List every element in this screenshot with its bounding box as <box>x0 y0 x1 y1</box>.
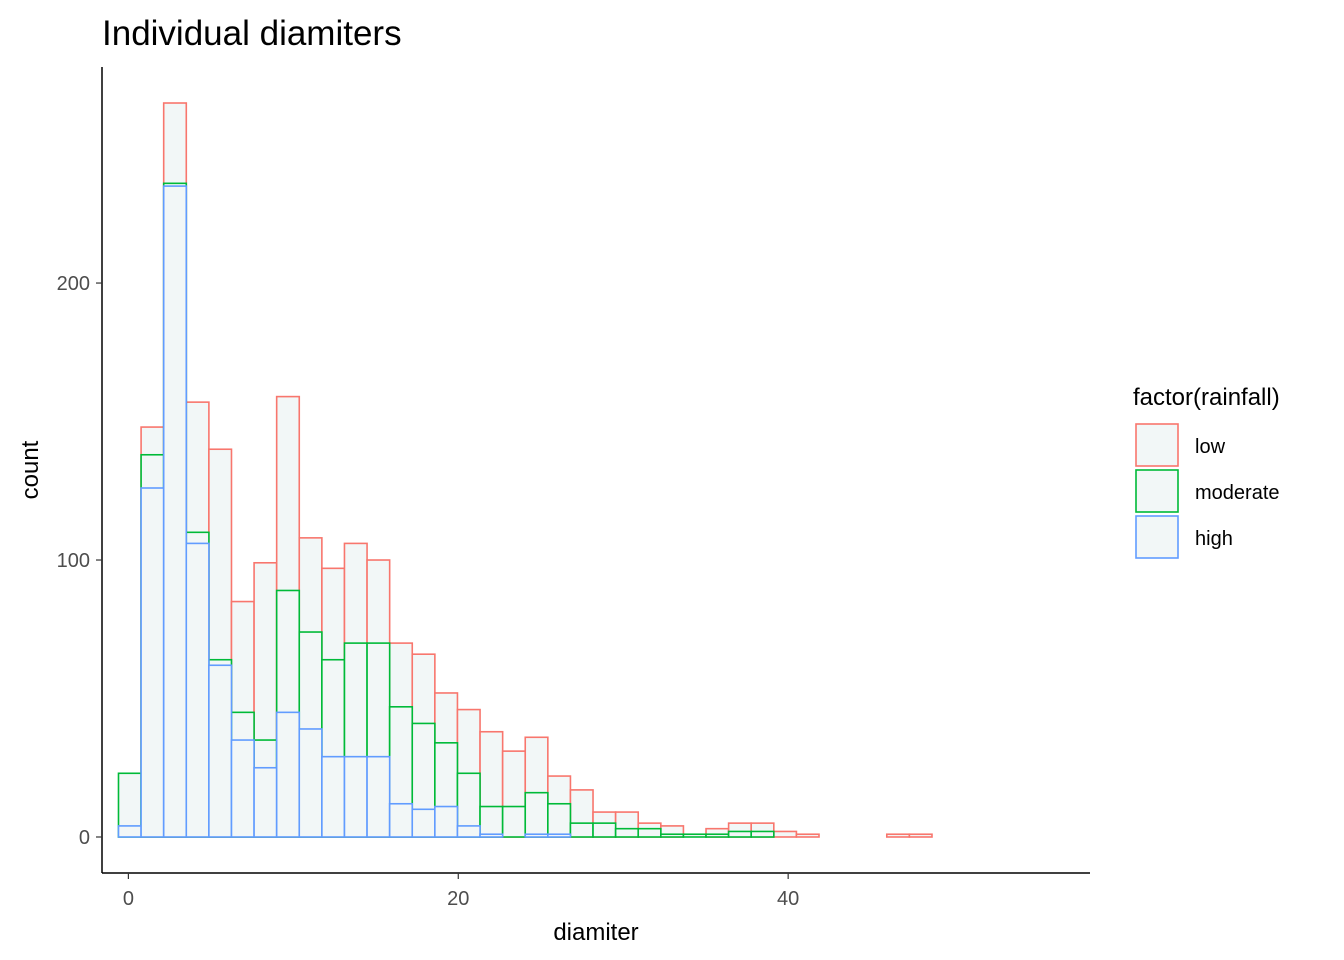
bar-high <box>524 833 549 838</box>
bar-moderate <box>524 791 549 838</box>
y-tick-label: 100 <box>57 550 90 572</box>
y-tick-label: 0 <box>79 827 90 849</box>
bar-high <box>547 833 572 838</box>
bar-moderate <box>592 822 617 838</box>
ticks-layer: 0 100 200 0 20 40 <box>57 273 800 910</box>
bar-high <box>456 825 481 838</box>
bar-high <box>230 739 255 838</box>
bar-moderate <box>750 830 775 838</box>
bar-moderate <box>727 830 753 838</box>
bar-high <box>208 664 233 838</box>
bar-high <box>479 833 504 838</box>
bar-moderate <box>660 833 685 838</box>
legend-key-moderate <box>1135 469 1179 513</box>
legend-label-high: high <box>1195 528 1233 550</box>
bar-low <box>773 830 798 838</box>
bar-high <box>388 802 414 838</box>
legend-key-high <box>1135 515 1179 559</box>
bar-high <box>185 542 210 838</box>
bar-high <box>366 755 391 838</box>
bar-high <box>140 487 165 838</box>
bar-high <box>321 755 346 838</box>
bar-high <box>411 808 436 838</box>
bar-high <box>343 755 368 838</box>
legend: low moderate high <box>1135 423 1280 559</box>
legend-title: factor(rainfall) <box>1133 384 1280 411</box>
bar-moderate <box>614 827 640 838</box>
bar-high <box>434 805 459 838</box>
bar-moderate <box>705 833 730 838</box>
bar-moderate <box>479 805 504 838</box>
x-tick-label: 40 <box>777 888 799 910</box>
y-tick-label: 200 <box>57 273 90 295</box>
bar-high <box>162 185 188 838</box>
bar-low <box>885 833 911 838</box>
x-tick-label: 0 <box>123 888 134 910</box>
bar-high <box>298 728 323 838</box>
x-tick-label: 20 <box>447 888 469 910</box>
x-axis-title: diamiter <box>553 919 638 946</box>
legend-label-moderate: moderate <box>1195 482 1280 504</box>
legend-label-low: low <box>1195 436 1226 458</box>
bar-moderate <box>682 833 707 838</box>
bar-high <box>117 825 142 838</box>
bar-moderate <box>569 822 594 838</box>
bar-high <box>275 711 301 838</box>
legend-key-low <box>1135 423 1179 467</box>
bar-moderate <box>547 802 572 838</box>
bar-moderate <box>637 827 662 838</box>
bar-moderate <box>501 805 527 838</box>
chart-title: Individual diamiters <box>102 14 402 53</box>
bar-high <box>253 766 278 838</box>
y-axis-title: count <box>17 440 44 499</box>
bars-layer <box>117 102 933 838</box>
bar-low <box>795 833 820 838</box>
bar-low <box>908 833 933 838</box>
